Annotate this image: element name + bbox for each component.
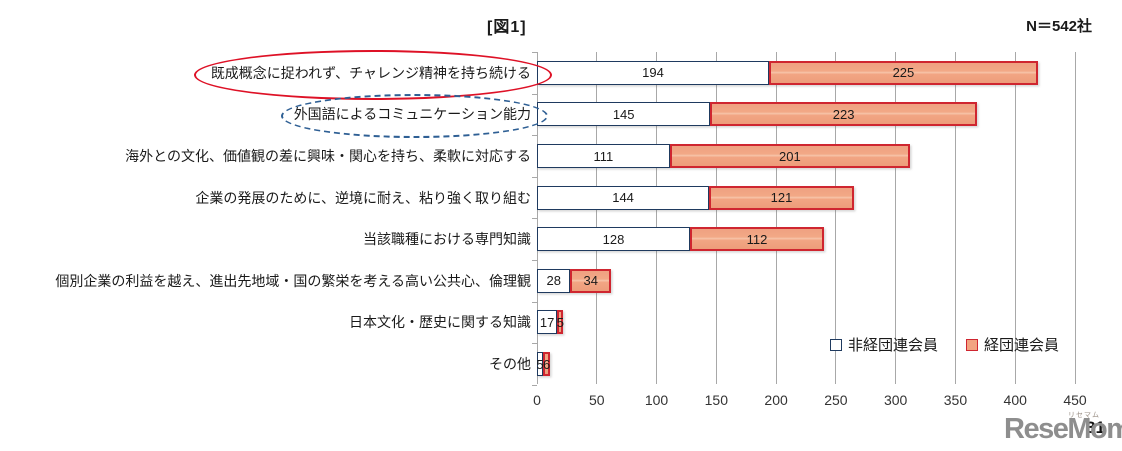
bar-segment-non-keidanren: 128 (537, 227, 691, 252)
legend-item: 経団連会員 (966, 334, 1059, 355)
category-axis-tick (532, 260, 537, 261)
page-number: 31 (1086, 418, 1105, 437)
legend-label: 非経団連会員 (848, 337, 939, 354)
bar-segment-keidanren: 6 (543, 352, 550, 376)
bar-value-label: 201 (779, 148, 801, 164)
bar-segment-keidanren: 225 (768, 60, 1038, 85)
legend-label: 経団連会員 (984, 337, 1060, 354)
bar-value-label: 5 (536, 356, 544, 372)
gridline (835, 52, 837, 384)
x-axis-tick-label: 250 (824, 392, 848, 408)
bar-value-label: 112 (746, 231, 768, 247)
bar-value-label: 17 (539, 314, 555, 330)
bar-value-label: 225 (892, 65, 915, 81)
chart-legend: 非経団連会員 経団連会員 (830, 334, 1059, 355)
category-label-text: その他 (489, 356, 531, 372)
bar-value-label: 223 (832, 106, 855, 122)
bar-segment-keidanren: 201 (669, 144, 910, 168)
x-axis-tick-label: 50 (588, 392, 605, 408)
gridline (1074, 52, 1076, 384)
category-label: その他 (0, 354, 531, 374)
gridline (715, 52, 717, 384)
resemom-logo-ruby: リセマム (1068, 412, 1100, 419)
bar-value-label: 28 (546, 273, 561, 289)
bar-value-label: 111 (593, 148, 614, 164)
category-label-text: 当該職種における専門知識 (363, 231, 531, 248)
legend-swatch-keidanren (966, 338, 979, 351)
category-axis-tick (532, 52, 537, 53)
bar-value-label: 145 (612, 106, 635, 122)
category-label: 海外との文化、価値観の差に興味・関心を持ち、柔軟に対応する (0, 146, 531, 166)
gridline (596, 52, 598, 384)
bar-segment-keidanren: 5 (556, 310, 564, 335)
category-axis-tick (532, 301, 537, 303)
legend-item: 非経団連会員 (830, 334, 938, 355)
x-axis-tick-label: 100 (644, 392, 669, 408)
bar-segment-keidanren: 112 (690, 227, 824, 252)
bar-value-label: 34 (583, 273, 599, 289)
x-axis-tick-label: 200 (764, 392, 788, 408)
gridline (656, 52, 658, 384)
category-label: 当該職種における専門知識 (0, 229, 531, 249)
category-axis-tick (532, 343, 537, 345)
gridline (536, 52, 538, 384)
bar-segment-non-keidanren: 194 (537, 60, 769, 85)
x-axis-tick-label: 400 (1003, 392, 1027, 408)
bar-value-label: 5 (556, 314, 564, 330)
bar-segment-non-keidanren: 28 (537, 268, 571, 293)
category-label-text: 日本文化・歴史に関する知識 (349, 314, 531, 331)
annotation-ellipse-red (194, 49, 552, 100)
category-label-text: 個別企業の利益を越え、進出先地域・国の繁栄を考える高い公共心、倫理観 (55, 272, 531, 289)
gridline (895, 52, 897, 384)
category-label-text: 海外との文化、価値観の差に興味・関心を持ち、柔軟に対応する (125, 148, 531, 164)
legend-swatch-non-keidanren (830, 338, 842, 351)
category-axis-tick (532, 176, 537, 178)
sample-size-label: N＝542社 (1026, 18, 1092, 35)
bar-value-label: 121 (770, 190, 793, 206)
x-axis-tick-label: 450 (1063, 392, 1087, 408)
bar-value-label: 194 (642, 65, 664, 81)
gridline (775, 52, 777, 384)
bar-segment-non-keidanren: 17 (537, 310, 558, 335)
bar-segment-keidanren: 223 (710, 102, 977, 127)
x-axis-tick-label: 350 (943, 392, 968, 408)
bar-value-label: 144 (612, 190, 634, 206)
bar-value-label: 6 (542, 356, 551, 372)
category-axis-tick (532, 384, 537, 386)
annotation-ellipse-blue-dashed (281, 94, 548, 139)
resemom-logo: ReseMom. (1004, 413, 1122, 445)
category-axis-tick (532, 93, 537, 95)
bar-value-label: 128 (602, 231, 625, 247)
bar-segment-non-keidanren: 111 (537, 144, 670, 168)
gridline (1014, 52, 1016, 384)
x-axis-tick-label: 300 (883, 392, 908, 408)
bar-segment-keidanren: 34 (570, 268, 612, 293)
category-label: 個別企業の利益を越え、進出先地域・国の繁栄を考える高い公共心、倫理観 (0, 271, 531, 291)
category-axis-tick (532, 135, 537, 137)
bar-segment-non-keidanren: 145 (537, 102, 711, 127)
bar-segment-keidanren: 121 (709, 185, 854, 210)
gridline (954, 52, 956, 384)
category-label-text: 企業の発展のために、逆境に耐え、粘り強く取り組む (195, 189, 531, 206)
bar-segment-non-keidanren: 144 (537, 185, 710, 210)
x-axis-tick-label: 150 (704, 392, 728, 408)
category-label: 企業の発展のために、逆境に耐え、粘り強く取り組む (0, 188, 531, 208)
watermark: 31 ReseMom. リセマム (1004, 412, 1122, 448)
bar-segment-non-keidanren: 5 (536, 352, 544, 376)
figure-title: [図1] (487, 19, 527, 36)
category-label: 日本文化・歴史に関する知識 (0, 312, 531, 332)
x-axis-tick-label: 0 (533, 392, 541, 408)
category-axis-tick (532, 218, 537, 220)
